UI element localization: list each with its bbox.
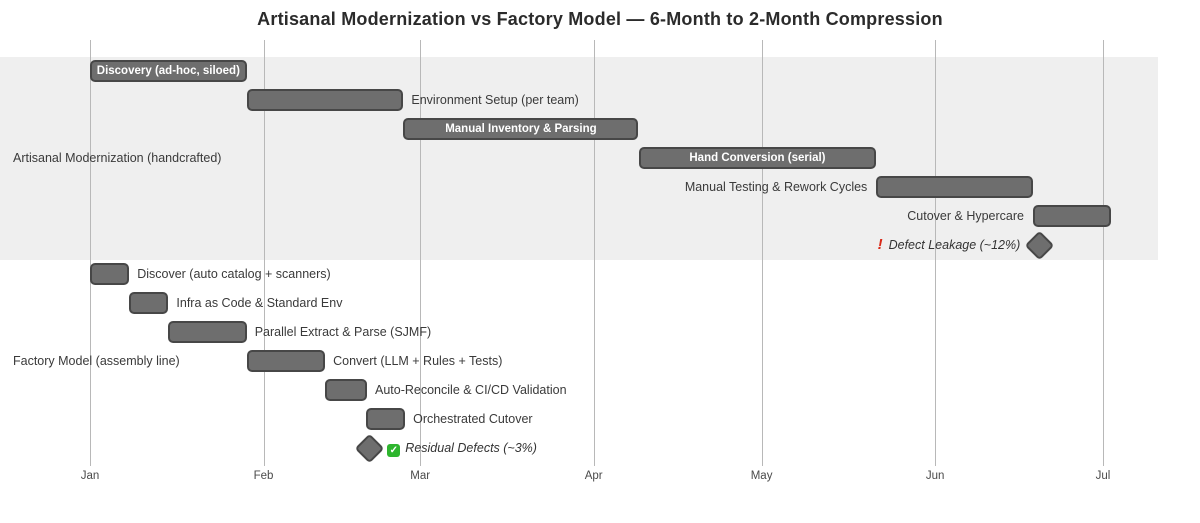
milestone-diamond — [354, 433, 385, 463]
warning-icon: ! — [877, 236, 883, 253]
task-label: Discover (auto catalog + scanners) — [137, 267, 331, 281]
month-gridline — [593, 40, 595, 466]
month-gridline — [263, 40, 265, 466]
month-tick-label: Jul — [1095, 470, 1111, 482]
gantt-bar — [168, 321, 247, 343]
month-gridline — [90, 40, 91, 466]
task-label: Infra as Code & Standard Env — [176, 296, 343, 310]
milestone-label: ✓ Residual Defects (~3%) — [387, 437, 537, 459]
check-icon: ✓ — [387, 444, 401, 457]
gantt-bar — [325, 379, 368, 401]
month-tick-label: Jan — [80, 470, 100, 482]
task-label: Cutover & Hypercare — [907, 209, 1024, 223]
task-label: Environment Setup (per team) — [411, 93, 579, 107]
month-tick-label: Feb — [253, 470, 274, 482]
chart-title: Artisanal Modernization vs Factory Model… — [257, 9, 943, 29]
month-tick-label: Apr — [584, 470, 603, 482]
month-tick-label: Mar — [410, 470, 431, 482]
task-label: Hand Conversion (serial) — [689, 152, 826, 164]
group-label-artisanal: Artisanal Modernization (handcrafted) — [13, 151, 222, 165]
task-label: Orchestrated Cutover — [413, 412, 533, 426]
gantt-bar — [1033, 205, 1112, 227]
gantt-bar — [365, 408, 406, 430]
month-gridline — [1103, 40, 1104, 466]
task-label: Manual Inventory & Parsing — [445, 123, 597, 135]
task-label: Auto-Reconcile & CI/CD Validation — [375, 383, 567, 397]
task-label: Parallel Extract & Parse (SJMF) — [254, 325, 432, 339]
gantt-bar: Hand Conversion (serial) — [638, 147, 877, 169]
milestone-label-text: Defect Leakage (~12%) — [888, 238, 1021, 252]
task-label: Discovery (ad-hoc, siloed) — [96, 65, 240, 77]
month-gridline — [761, 40, 763, 466]
highlight-band — [0, 57, 1158, 260]
gantt-bar — [90, 263, 130, 285]
group-label-factory: Factory Model (assembly line) — [13, 354, 180, 368]
task-label: Manual Testing & Rework Cycles — [684, 180, 868, 194]
gantt-bar — [129, 292, 169, 314]
milestone-label-text: Residual Defects (~3%) — [405, 441, 537, 455]
gantt-bar: Discovery (ad-hoc, siloed) — [90, 60, 247, 82]
month-gridline — [935, 40, 937, 466]
gantt-bar — [246, 89, 404, 111]
gantt-bar: Manual Inventory & Parsing — [403, 118, 639, 140]
gantt-bar — [246, 350, 326, 372]
gantt-bar — [876, 176, 1033, 198]
month-tick-label: May — [750, 470, 773, 482]
month-gridline — [420, 40, 422, 466]
task-label: Convert (LLM + Rules + Tests) — [333, 354, 503, 368]
milestone-label: ! Defect Leakage (~12%) — [0, 234, 1021, 256]
month-tick-label: Jun — [925, 470, 945, 482]
